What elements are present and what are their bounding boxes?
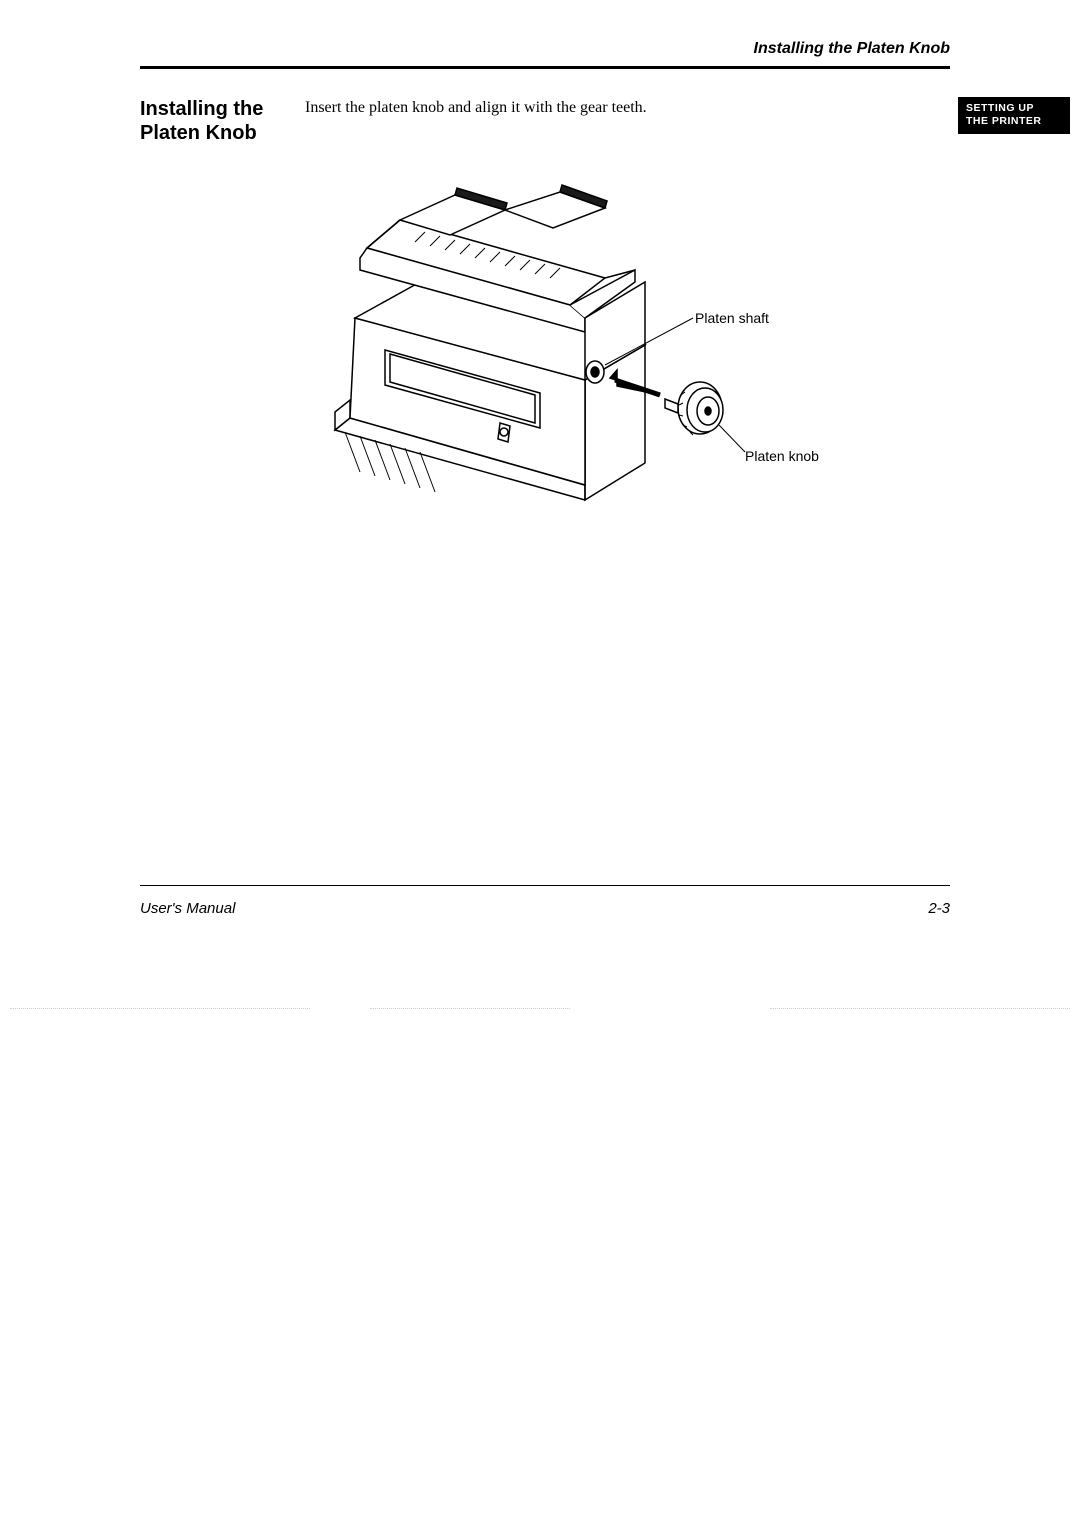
- page-container: Installing the Platen Knob Installing th…: [0, 0, 1080, 560]
- tab-line-1: SETTING UP: [966, 102, 1062, 115]
- page-footer: User's Manual 2-3: [140, 885, 950, 917]
- section-heading: Installing the Platen Knob: [140, 97, 305, 145]
- tab-line-2: THE PRINTER: [966, 115, 1062, 128]
- footer-page-number: 2-3: [928, 900, 950, 917]
- callout-platen-shaft: Platen shaft: [695, 310, 769, 326]
- instruction-text: Insert the platen knob and align it with…: [305, 97, 950, 117]
- printer-svg: [305, 170, 805, 520]
- running-header: Installing the Platen Knob: [140, 40, 950, 58]
- footer-doc-title: User's Manual: [140, 900, 235, 917]
- footer-rule: [140, 885, 950, 886]
- callout-platen-knob: Platen knob: [745, 448, 819, 464]
- header-rule: [140, 66, 950, 69]
- content-row: Installing the Platen Knob Insert the pl…: [140, 97, 950, 145]
- footer-row: User's Manual 2-3: [140, 900, 950, 917]
- chapter-tab: SETTING UP THE PRINTER: [958, 97, 1070, 134]
- printer-illustration: Platen shaft Platen knob: [305, 170, 905, 520]
- scan-artifact-lines: [0, 1008, 1080, 1010]
